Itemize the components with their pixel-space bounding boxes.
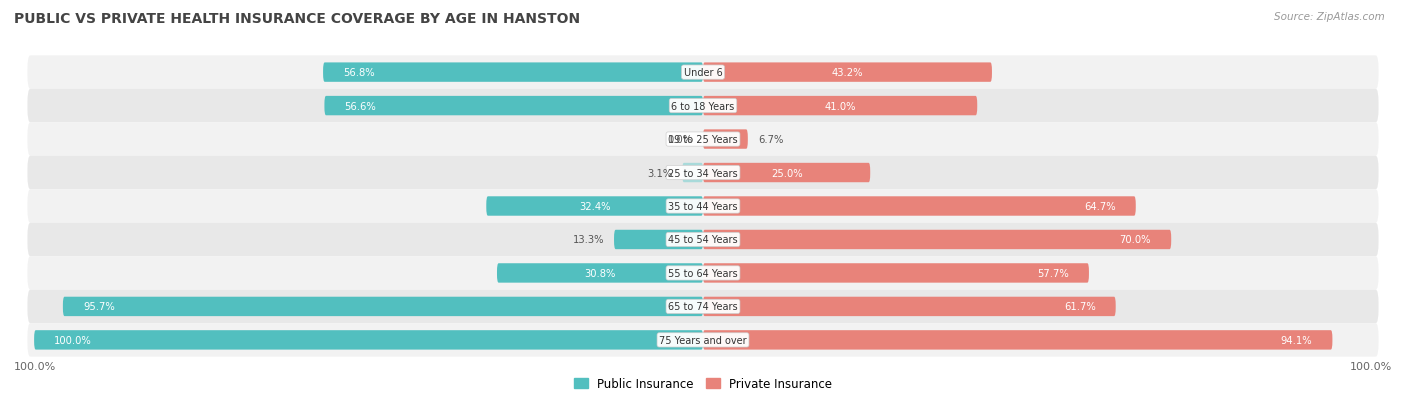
Text: Under 6: Under 6 bbox=[683, 68, 723, 78]
Text: Source: ZipAtlas.com: Source: ZipAtlas.com bbox=[1274, 12, 1385, 22]
FancyBboxPatch shape bbox=[703, 197, 1136, 216]
Text: 19 to 25 Years: 19 to 25 Years bbox=[668, 135, 738, 145]
FancyBboxPatch shape bbox=[28, 123, 1378, 157]
Text: PUBLIC VS PRIVATE HEALTH INSURANCE COVERAGE BY AGE IN HANSTON: PUBLIC VS PRIVATE HEALTH INSURANCE COVER… bbox=[14, 12, 581, 26]
FancyBboxPatch shape bbox=[28, 90, 1378, 123]
Text: 56.8%: 56.8% bbox=[343, 68, 375, 78]
Text: 100.0%: 100.0% bbox=[1350, 361, 1392, 371]
FancyBboxPatch shape bbox=[703, 230, 1171, 249]
Text: 32.4%: 32.4% bbox=[579, 202, 610, 211]
Text: 45 to 54 Years: 45 to 54 Years bbox=[668, 235, 738, 245]
FancyBboxPatch shape bbox=[63, 297, 703, 316]
FancyBboxPatch shape bbox=[28, 290, 1378, 323]
FancyBboxPatch shape bbox=[34, 330, 703, 350]
FancyBboxPatch shape bbox=[703, 164, 870, 183]
Text: 30.8%: 30.8% bbox=[585, 268, 616, 278]
FancyBboxPatch shape bbox=[614, 230, 703, 249]
Text: 25.0%: 25.0% bbox=[770, 168, 803, 178]
FancyBboxPatch shape bbox=[703, 263, 1088, 283]
FancyBboxPatch shape bbox=[703, 97, 977, 116]
FancyBboxPatch shape bbox=[323, 63, 703, 83]
Text: 35 to 44 Years: 35 to 44 Years bbox=[668, 202, 738, 211]
FancyBboxPatch shape bbox=[28, 323, 1378, 357]
FancyBboxPatch shape bbox=[28, 223, 1378, 256]
Text: 57.7%: 57.7% bbox=[1038, 268, 1069, 278]
Text: 0.0%: 0.0% bbox=[668, 135, 693, 145]
Text: 6.7%: 6.7% bbox=[758, 135, 783, 145]
Text: 43.2%: 43.2% bbox=[832, 68, 863, 78]
Text: 70.0%: 70.0% bbox=[1119, 235, 1152, 245]
Text: 13.3%: 13.3% bbox=[572, 235, 605, 245]
FancyBboxPatch shape bbox=[703, 130, 748, 150]
FancyBboxPatch shape bbox=[703, 63, 993, 83]
Text: 75 Years and over: 75 Years and over bbox=[659, 335, 747, 345]
FancyBboxPatch shape bbox=[496, 263, 703, 283]
Text: 3.1%: 3.1% bbox=[647, 168, 672, 178]
Text: 25 to 34 Years: 25 to 34 Years bbox=[668, 168, 738, 178]
FancyBboxPatch shape bbox=[682, 164, 703, 183]
FancyBboxPatch shape bbox=[28, 190, 1378, 223]
FancyBboxPatch shape bbox=[703, 330, 1333, 350]
Text: 100.0%: 100.0% bbox=[14, 361, 56, 371]
Text: 95.7%: 95.7% bbox=[83, 301, 115, 312]
FancyBboxPatch shape bbox=[703, 297, 1116, 316]
Text: 65 to 74 Years: 65 to 74 Years bbox=[668, 301, 738, 312]
Text: 100.0%: 100.0% bbox=[55, 335, 91, 345]
FancyBboxPatch shape bbox=[486, 197, 703, 216]
Text: 6 to 18 Years: 6 to 18 Years bbox=[672, 101, 734, 112]
Text: 56.6%: 56.6% bbox=[344, 101, 377, 112]
Text: 55 to 64 Years: 55 to 64 Years bbox=[668, 268, 738, 278]
Text: 94.1%: 94.1% bbox=[1281, 335, 1312, 345]
FancyBboxPatch shape bbox=[325, 97, 703, 116]
FancyBboxPatch shape bbox=[28, 256, 1378, 290]
Text: 41.0%: 41.0% bbox=[824, 101, 856, 112]
Legend: Public Insurance, Private Insurance: Public Insurance, Private Insurance bbox=[569, 373, 837, 395]
FancyBboxPatch shape bbox=[28, 56, 1378, 90]
Text: 64.7%: 64.7% bbox=[1084, 202, 1116, 211]
Text: 61.7%: 61.7% bbox=[1064, 301, 1095, 312]
FancyBboxPatch shape bbox=[28, 157, 1378, 190]
